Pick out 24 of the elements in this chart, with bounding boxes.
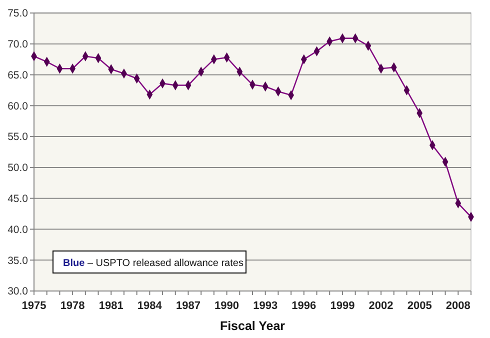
y-tick-label: 40.0 <box>8 224 28 236</box>
x-axis-title: Fiscal Year <box>220 319 286 333</box>
x-tick-label: 1981 <box>98 300 124 312</box>
x-tick-label: 1996 <box>292 300 316 312</box>
y-tick-label: 75.0 <box>8 8 28 20</box>
x-tick-label: 1987 <box>176 300 200 312</box>
x-tick-label: 2008 <box>446 300 470 312</box>
y-tick-label: 30.0 <box>8 286 28 298</box>
y-tick-label: 55.0 <box>8 131 28 144</box>
x-tick-label: 2005 <box>407 300 432 312</box>
x-tick-label: 2002 <box>368 300 394 312</box>
x-tick-label: 1999 <box>330 300 355 312</box>
x-tick-label: 1993 <box>253 300 278 312</box>
y-tick-label: 65.0 <box>8 69 28 82</box>
x-tick-label: 1978 <box>60 300 85 312</box>
y-tick-label: 70.0 <box>8 38 28 51</box>
y-tick-label: 50.0 <box>8 162 28 174</box>
y-tick-label: 45.0 <box>8 193 28 206</box>
x-tick-label: 1990 <box>214 300 240 312</box>
x-tick-label: 1984 <box>137 300 163 312</box>
x-tick-label: 1975 <box>22 300 46 312</box>
y-tick-label: 35.0 <box>8 254 28 267</box>
annotation: Blue – USPTO released allowance rates <box>63 258 244 269</box>
y-tick-label: 60.0 <box>8 100 28 112</box>
